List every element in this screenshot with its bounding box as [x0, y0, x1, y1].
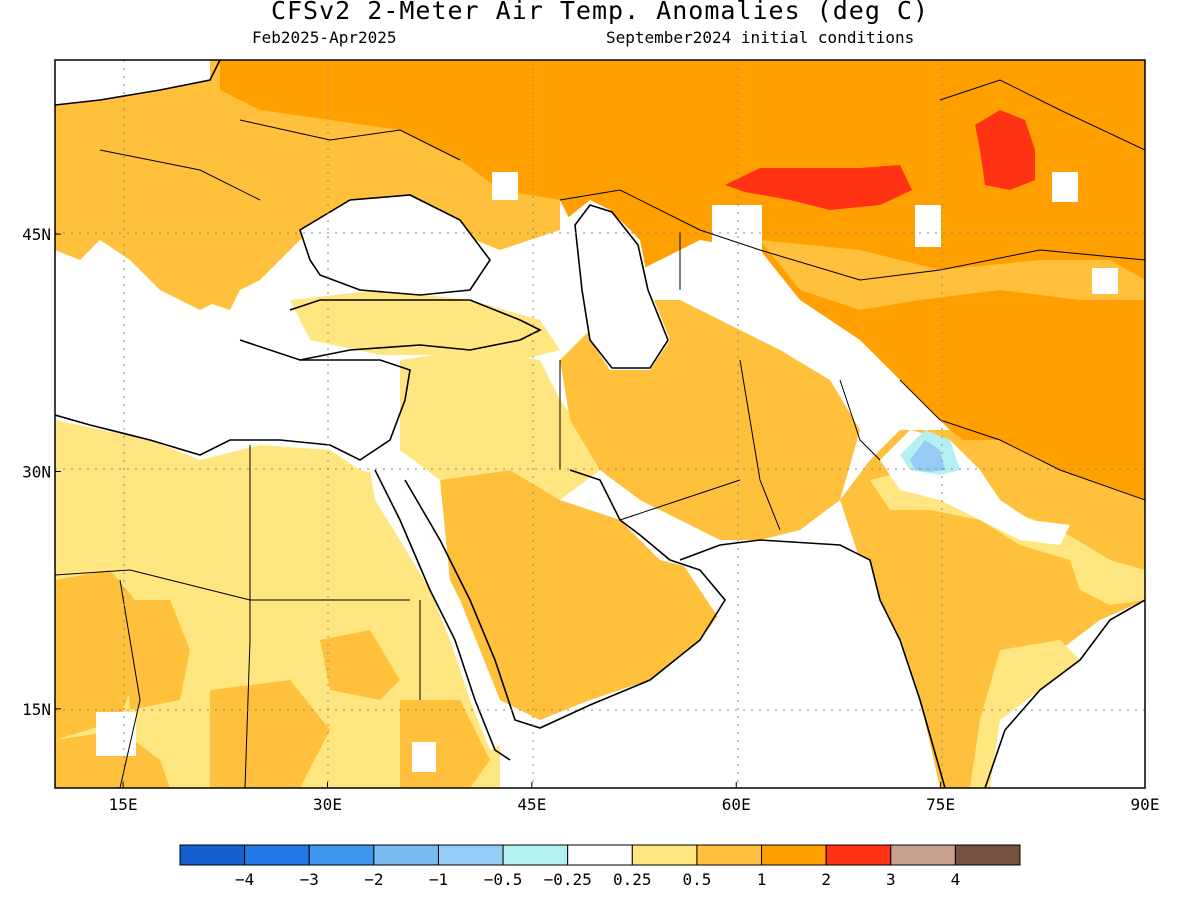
india-light-band: [870, 470, 1145, 605]
lon-label-45e: 45E: [517, 795, 546, 814]
bay-of-bengal-neutral: [990, 600, 1145, 788]
lon-label-60e: 60E: [722, 795, 751, 814]
arabia-anomaly-region: [440, 470, 730, 720]
coastlines: [55, 60, 1145, 788]
small-neutral-cell: [1092, 268, 1118, 294]
gridlines: [55, 60, 1145, 788]
kazakhstan-hot-spot: [725, 165, 912, 210]
map-frame: [54, 59, 1146, 789]
lon-label-90e: 90E: [1131, 795, 1160, 814]
colorbar-label: −0.5: [484, 870, 523, 889]
balkans-warm-patch: [170, 230, 250, 310]
lon-label-30e: 30E: [313, 795, 342, 814]
africa-west-edge-patch: [55, 730, 170, 788]
lat-label-30n: 30N: [22, 462, 51, 481]
lon-label-75e: 75E: [926, 795, 955, 814]
initial-conditions: September2024 initial conditions: [606, 28, 915, 47]
sudan-warm-patch: [320, 630, 400, 700]
caspian-neutral: [565, 200, 670, 370]
colorbar-swatch: [373, 844, 439, 866]
west-africa-warm-patch: [55, 570, 140, 740]
colorbar-swatch: [890, 844, 956, 866]
small-neutral-cell: [412, 742, 436, 772]
colorbar-swatch: [502, 844, 569, 866]
small-neutral-cell: [712, 205, 762, 255]
colorbar-swatch: [244, 844, 310, 866]
colorbar-swatch: [696, 844, 763, 866]
colorbar-label: 0.25: [613, 870, 652, 889]
colorbar-label: −0.25: [544, 870, 592, 889]
altai-hot-spot: [975, 110, 1035, 190]
colorbar-swatch: [825, 844, 892, 866]
small-neutral-cell: [915, 205, 941, 247]
mediterranean-neutral: [55, 255, 400, 460]
levant-iraq-anomaly-region: [400, 350, 600, 500]
small-neutral-cell: [1052, 172, 1078, 202]
north-atlantic-neutral: [55, 60, 210, 105]
colorbar-swatch: [179, 844, 246, 866]
colorbar-label: 1: [757, 870, 767, 889]
colorbar-label: −4: [235, 870, 254, 889]
arabian-sea-neutral: [600, 540, 940, 788]
colorbar-swatch: [761, 844, 827, 866]
lat-label-45n: 45N: [22, 225, 51, 244]
forecast-period: Feb2025-Apr2025: [252, 28, 397, 47]
colorbar: −4 −3 −2 −1 −0.5 −0.25 0.25 0.5 1 2 3 4: [179, 844, 1021, 889]
small-neutral-cell: [96, 712, 136, 756]
russia-west-anomaly-region: [220, 60, 560, 200]
kazakhstan-light-band: [760, 240, 1145, 310]
small-neutral-cell: [492, 172, 518, 200]
lat-label-15n: 15N: [22, 700, 51, 719]
colorbar-swatch: [631, 844, 698, 866]
colorbar-label: −3: [300, 870, 319, 889]
map-title: CFSv2 2-Meter Air Temp. Anomalies (deg C…: [270, 0, 930, 25]
colorbar-label: 3: [886, 870, 896, 889]
colorbar-swatch: [437, 844, 504, 866]
colorbar-label: −2: [364, 870, 383, 889]
colorbar-swatch: [954, 844, 1021, 866]
pakistan-cool-core: [910, 440, 945, 472]
colorbar-label: 0.5: [682, 870, 711, 889]
india-anomaly-region: [840, 430, 1145, 788]
map-area: [55, 60, 1145, 788]
colorbar-swatch: [308, 844, 375, 866]
country-borders: [55, 79, 1145, 788]
black-sea-neutral: [300, 195, 490, 295]
lon-label-15e: 15E: [109, 795, 138, 814]
turkey-anomaly-region: [290, 290, 560, 360]
axis-labels: 45N 30N 15N 15E 30E 45E 60E 75E 90E: [22, 225, 1159, 814]
colorbar-label: 4: [951, 870, 961, 889]
colorbar-label: 2: [821, 870, 831, 889]
colorbar-label: −1: [429, 870, 448, 889]
colorbar-swatch: [567, 844, 633, 866]
gulf-aden-neutral: [500, 720, 600, 788]
chad-warm-patch: [210, 680, 330, 788]
